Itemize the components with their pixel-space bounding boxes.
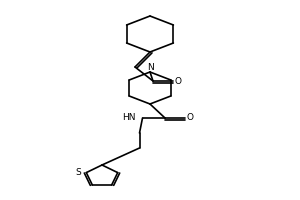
Text: S: S	[75, 168, 81, 177]
Text: N: N	[147, 63, 153, 72]
Text: O: O	[186, 114, 194, 122]
Text: HN: HN	[122, 114, 136, 122]
Text: O: O	[174, 76, 182, 86]
